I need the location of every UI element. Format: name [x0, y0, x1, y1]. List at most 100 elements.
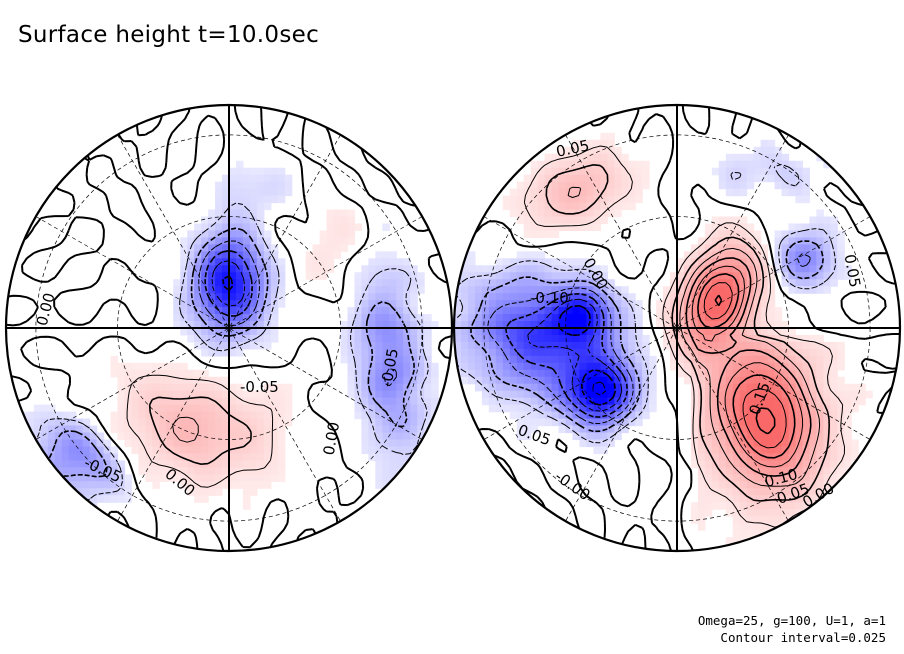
shade-cell [47, 439, 56, 448]
shade-cell [600, 188, 608, 197]
shade-cell [579, 209, 588, 218]
shade-cell [235, 404, 244, 413]
shade-cell [235, 432, 244, 441]
shade-cell [333, 223, 342, 232]
shade-cell [326, 237, 335, 245]
shade-cell [103, 495, 112, 503]
shade-cell [809, 258, 817, 266]
shade-cell [481, 334, 490, 343]
shade-cell [201, 300, 209, 308]
shade-cell [781, 460, 790, 468]
shade-cell [509, 390, 518, 399]
shade-cell [537, 265, 546, 273]
shade-cell [670, 293, 678, 301]
shade-cell [263, 341, 272, 350]
shade-cell [277, 258, 286, 266]
shade-cell [725, 160, 734, 169]
shade-cell [389, 272, 397, 280]
shade-cell [215, 251, 223, 259]
shade-cell [208, 258, 216, 266]
shade-cell [215, 418, 223, 427]
shade-cell [396, 272, 404, 280]
shade-cell [530, 209, 539, 218]
shade-cell [753, 481, 762, 489]
shade-cell [502, 376, 511, 385]
shade-cell [711, 341, 720, 350]
shade-cell [600, 279, 608, 287]
shade-cell [635, 362, 643, 371]
shade-cell [802, 230, 811, 239]
hemisphere-frames [4, 103, 902, 553]
shade-cell [544, 286, 553, 294]
shade-cell [558, 167, 567, 176]
shade-cell [284, 383, 293, 392]
shade-cell [781, 258, 790, 266]
shade-cell [201, 474, 209, 482]
shade-cell [208, 286, 216, 294]
shade-cell [802, 334, 811, 343]
shade-cell [117, 495, 126, 503]
shade-cell [621, 307, 629, 315]
shade-cell [718, 286, 727, 294]
shade-cell [649, 397, 657, 406]
shade-cell [382, 286, 390, 294]
shade-cell [467, 355, 476, 364]
shade-cell [816, 369, 824, 378]
shade-cell [82, 453, 91, 462]
shade-cell [117, 460, 126, 468]
shade-cell [649, 369, 657, 378]
shade-cell [235, 195, 244, 204]
shade-cell [683, 286, 692, 294]
shade-cell [697, 418, 706, 427]
shade-cell [54, 488, 63, 496]
shade-cell [502, 307, 511, 315]
shade-cell [690, 460, 699, 468]
shade-cell [607, 195, 615, 204]
shade-cell [523, 369, 532, 378]
shade-cell [509, 383, 518, 392]
shade-cell [614, 153, 622, 162]
shade-cell [523, 397, 532, 406]
shade-cell [410, 397, 418, 406]
shade-cell [788, 188, 797, 197]
shade-cell [180, 293, 188, 301]
shade-cell [558, 314, 567, 322]
shade-cell [704, 251, 713, 259]
shade-cell [851, 453, 859, 462]
shade-cell [753, 328, 762, 336]
shade-cell [739, 390, 748, 399]
shade-cell [284, 390, 293, 399]
shade-cell [82, 467, 91, 475]
shade-cell [208, 272, 216, 280]
shade-cell [704, 425, 713, 434]
shade-cell [124, 495, 133, 503]
shade-cell [368, 328, 376, 336]
shade-cell [718, 502, 727, 510]
shade-cell [270, 321, 279, 329]
shade-cell [697, 495, 706, 503]
shade-cell [683, 341, 692, 350]
shade-cell [683, 307, 692, 315]
shade-cell [530, 328, 539, 336]
shade-cell [159, 446, 167, 455]
shade-cell [628, 174, 636, 183]
shade-cell [551, 153, 560, 162]
shade-cell [382, 355, 390, 364]
shade-cell [159, 383, 167, 392]
shade-cell [263, 195, 272, 204]
shade-cell [621, 300, 629, 308]
shade-cell [124, 376, 133, 385]
shade-cell [229, 453, 237, 462]
shade-cell [263, 188, 272, 197]
shade-cell [173, 307, 181, 315]
shade-cell [488, 355, 497, 364]
shade-cell [368, 314, 376, 322]
shade-cell [614, 432, 622, 441]
shade-cell [277, 460, 286, 468]
shade-cell [431, 404, 439, 413]
shade-cell [711, 481, 720, 489]
shade-cell [537, 195, 546, 204]
shade-cell [187, 411, 195, 420]
shade-cell [284, 411, 293, 420]
shade-cell [410, 286, 418, 294]
